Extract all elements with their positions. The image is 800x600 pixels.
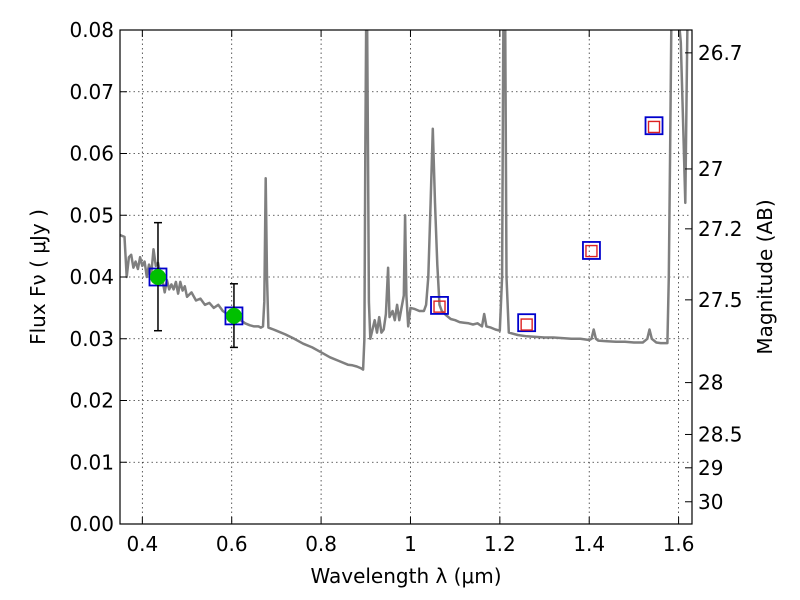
x-axis: 0.4 0.6 0.8 1 1.2 1.4 1.6: [126, 30, 695, 556]
right-magnitude-axis: 26.7 27 27.2 27.5 28 28.5 29 30: [685, 41, 743, 514]
x-tick-label: 1.6: [663, 532, 695, 556]
y-axis-label: Flux Fν ( μJy ): [26, 209, 50, 345]
right-tick-label: 27.2: [698, 217, 743, 241]
x-tick-label: 0.6: [216, 532, 248, 556]
right-tick-label: 28: [698, 371, 723, 395]
observed-point: [225, 307, 242, 324]
model-photometry-point: [430, 296, 449, 315]
predicted-point: [520, 318, 533, 331]
observed-point: [149, 269, 166, 285]
right-tick-label: 27: [698, 157, 723, 181]
y-tick-label: 0.08: [69, 18, 114, 42]
right-tick-label: 30: [698, 490, 723, 514]
x-tick-label: 0.4: [126, 532, 158, 556]
y-tick-label: 0.04: [69, 265, 114, 289]
y-tick-label: 0.06: [69, 142, 114, 166]
right-tick-label: 27.5: [698, 288, 743, 312]
right-tick-label: 29: [698, 456, 723, 480]
predicted-point: [585, 244, 598, 258]
x-axis-label: Wavelength λ (μm): [310, 564, 501, 588]
x-tick-label: 1: [404, 532, 417, 556]
y-tick-label: 0.02: [69, 389, 114, 413]
right-tick-label: 26.7: [698, 41, 743, 65]
x-tick-label: 1.4: [573, 532, 605, 556]
y-tick-label: 0.03: [69, 327, 114, 351]
y-tick-label: 0.01: [69, 450, 114, 474]
model-photometry-point: [517, 313, 537, 333]
y-tick-label: 0.05: [69, 203, 114, 227]
model-photometry-point: [644, 116, 664, 136]
predicted-point: [647, 120, 661, 134]
y-tick-label: 0.00: [69, 512, 114, 536]
x-tick-label: 0.8: [305, 532, 337, 556]
right-tick-label: 28.5: [698, 422, 743, 446]
spectrum-series: [120, 30, 689, 371]
predicted-point: [433, 300, 446, 313]
photometry-points: [148, 116, 664, 349]
spectrum-line: [120, 30, 689, 371]
model-photometry-point: [582, 241, 601, 260]
right-axis-label: Magnitude (AB): [753, 199, 777, 354]
y-axis: 0.00 0.01 0.02 0.03 0.04 0.05 0.06 0.07 0.08: [69, 18, 127, 536]
x-tick-label: 1.2: [484, 532, 516, 556]
y-tick-label: 0.07: [69, 80, 114, 104]
